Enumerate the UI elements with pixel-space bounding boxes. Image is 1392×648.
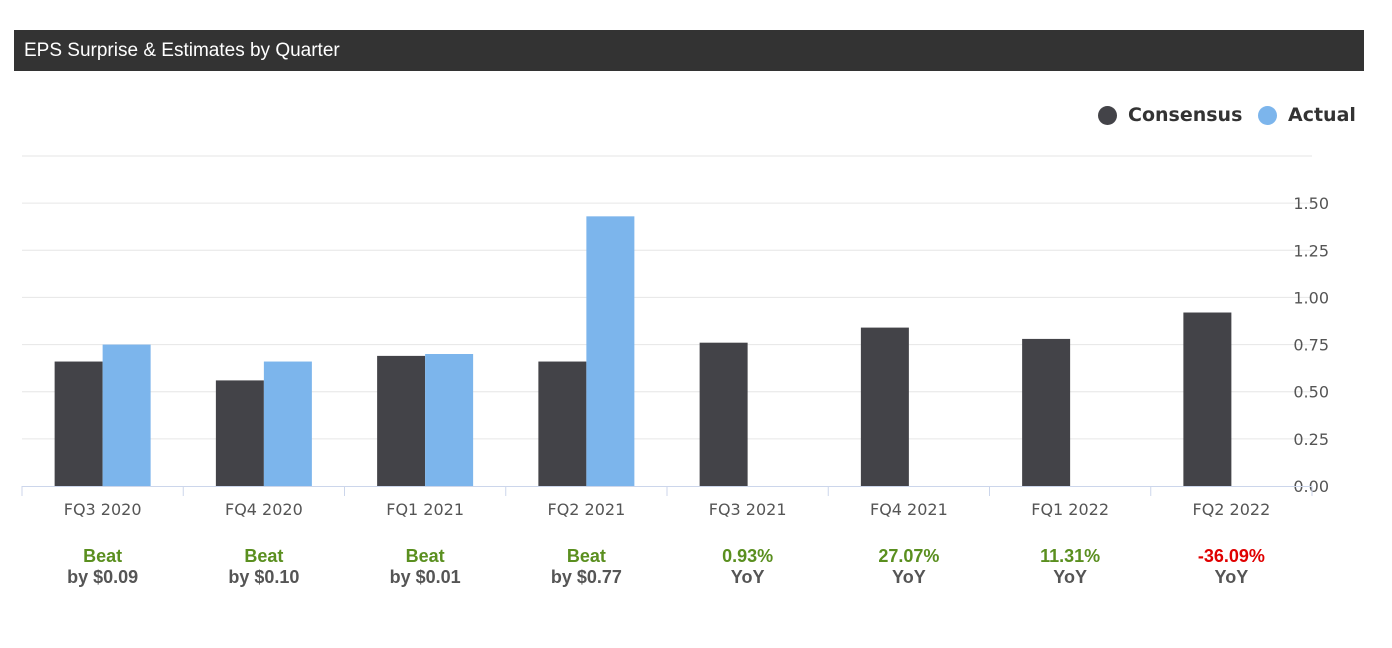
legend-actual-label: Actual (1288, 104, 1356, 126)
x-tick-label: FQ1 2022 (1031, 500, 1109, 519)
bar-consensus-5 (699, 342, 748, 486)
x-tick-label: FQ2 2021 (547, 500, 625, 519)
summary-result: -36.09% (1197, 546, 1265, 566)
summary-result: Beat (566, 546, 606, 566)
y-tick-label: 0.75 (1293, 336, 1329, 355)
chart-title: EPS Surprise & Estimates by Quarter (24, 40, 340, 61)
y-tick-label: 1.00 (1293, 288, 1329, 307)
legend-item-actual[interactable]: Actual (1258, 100, 1356, 130)
summary-result: 0.93% (722, 546, 774, 566)
surprise-summary: 11.31% YoY (1000, 546, 1140, 588)
x-tick-label: FQ3 2021 (709, 500, 787, 519)
surprise-summary: Beat by $0.09 (33, 546, 173, 588)
x-tick-label: FQ2 2022 (1192, 500, 1270, 519)
y-tick-label: 0.25 (1293, 430, 1329, 449)
legend-consensus-dot (1098, 105, 1117, 125)
summary-result: Beat (244, 546, 284, 566)
surprise-summary: 0.93% YoY (678, 546, 818, 588)
x-tick-label: FQ3 2020 (64, 500, 142, 519)
bar-consensus-7 (1022, 338, 1071, 486)
bar-actual-3 (425, 354, 474, 486)
bar-consensus-2 (215, 380, 264, 486)
surprise-summary: Beat by $0.10 (194, 546, 334, 588)
summary-result: 11.31% (1040, 546, 1101, 566)
bar-consensus-1 (54, 361, 103, 486)
bar-consensus-6 (860, 327, 909, 486)
summary-detail: by $0.10 (228, 567, 300, 587)
bar-actual-4 (586, 216, 635, 487)
bar-consensus-8 (1183, 312, 1232, 486)
summary-detail: by $0.09 (67, 567, 139, 587)
y-tick-label: 1.50 (1293, 194, 1329, 213)
legend-item-consensus[interactable]: Consensus (1098, 100, 1242, 130)
surprise-summary: -36.09% YoY (1161, 546, 1301, 588)
x-tick-label: FQ1 2021 (386, 500, 464, 519)
bar-consensus-3 (377, 355, 426, 486)
legend-actual-dot (1258, 105, 1277, 125)
summary-result: Beat (83, 546, 123, 566)
summary-detail: YoY (1214, 567, 1249, 587)
y-tick-label: 0.50 (1293, 383, 1329, 402)
chart-header: EPS Surprise & Estimates by Quarter (14, 30, 1364, 71)
summary-detail: YoY (892, 567, 926, 587)
bar-actual-1 (102, 344, 151, 486)
chart-legend: Consensus Actual (0, 100, 1392, 130)
y-tick-label: 1.25 (1293, 241, 1329, 260)
summary-detail: YoY (730, 567, 765, 587)
surprise-summary: 27.07% YoY (839, 546, 979, 588)
summary-detail: YoY (1053, 567, 1087, 587)
summary-detail: by $0.77 (550, 567, 622, 587)
x-tick-label: FQ4 2020 (225, 500, 303, 519)
bar-actual-2 (263, 361, 312, 486)
legend-consensus-label: Consensus (1128, 104, 1243, 126)
summary-detail: by $0.01 (389, 567, 461, 587)
summary-result: 27.07% (878, 546, 940, 566)
bar-consensus-4 (538, 361, 587, 486)
surprise-summary: Beat by $0.01 (355, 546, 495, 588)
summary-result: Beat (405, 546, 445, 566)
x-tick-label: FQ4 2021 (870, 500, 948, 519)
surprise-summary: Beat by $0.77 (516, 546, 656, 588)
